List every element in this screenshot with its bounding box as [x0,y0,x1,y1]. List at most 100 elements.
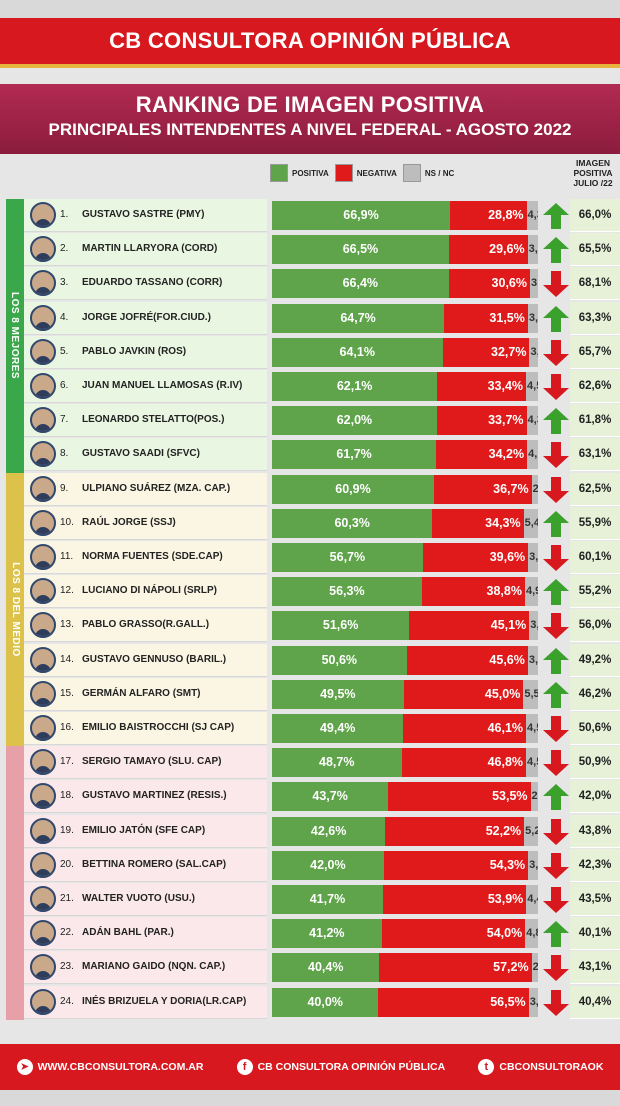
table-row: 16. EMILIO BAISTROCCHI (SJ CAP) 49,4% 46,1%… [24,712,620,746]
july-value: 63,3% [570,301,620,335]
rank-number: 6. [60,380,69,391]
name-cell: 13. PABLO GRASSO(R.GALL.) [24,609,267,643]
july-value: 46,2% [570,677,620,711]
bar-negative: 34,2% [436,440,528,470]
table-row: 1. GUSTAVO SASTRE (PMY) 66,9%28,8%4,3 66,0% [24,199,620,233]
july-value: 62,5% [570,472,620,506]
table-row: 19. EMILIO JATÓN (SFE CAP) 42,6% 52,2% 5,2 43… [24,814,620,849]
mayor-name: EMILIO JATÓN (SFE CAP) [82,824,206,836]
rank-number: 2. [60,243,69,255]
bar-nsnc: 4,8 [525,919,538,949]
rank-number: 14. [60,653,74,665]
rank-number: 10. [60,516,74,528]
arrow-up-icon [542,202,570,230]
bar-nsnc: 3,3 [529,611,538,641]
name-cell: 15. GERMÁN ALFARO (SMT) [24,677,267,711]
bar-negative: 32,7% [442,337,530,367]
group-label [6,746,24,1020]
bar-negative: 28,8% [449,201,527,230]
avatar [30,954,56,981]
bar-positive: 62,0% [272,406,437,436]
stacked-bar: 66,4%30,6%3,0 [272,269,538,299]
bar-positive: 41,7% [272,885,383,914]
july-value: 50,6% [570,712,620,745]
stacked-bar: 66,5%29,6%3,9 [272,235,538,265]
avatar [30,578,56,605]
arrow-up-icon [542,647,570,675]
table-row: 6. JUAN MANUEL LLAMOSAS (R.IV) 62,1% 33,4% 4… [24,370,620,404]
bar-positive: 40,4% [272,953,380,983]
mayor-name: PABLO GRASSO(R.GALL.) [82,619,210,631]
bar-negative: 52,2% [385,816,525,846]
legend-positive-label: POSITIVA [292,168,329,178]
bar-nsnc: 4,5 [526,748,538,778]
bar-negative: 45,6% [406,645,528,675]
name-cell: 3. EDUARDO TASSANO (CORR) [24,267,267,301]
name-cell: 23. MARIANO GAIDO (NQN. CAP.) [24,951,267,985]
chart-subtitle: PRINCIPALES INTENDENTES A NIVEL FEDERAL … [48,120,572,139]
bar-negative: 46,1% [403,714,527,743]
footer-web[interactable]: ➤ WWW.CBCONSULTORA.COM.AR [16,1059,203,1075]
avatar [30,612,56,639]
name-cell: 9. ULPIANO SUÁREZ (MZA. CAP.) [24,472,267,506]
arrow-down-icon [542,373,570,401]
bar-nsnc: 2,4 [531,953,538,983]
arrow-down-icon [542,954,570,982]
july-value: 43,1% [570,951,620,985]
july-value: 56,0% [570,609,620,643]
avatar [30,680,56,707]
bar-nsnc: 4,3 [526,406,538,436]
brand-bar: CB CONSULTORA OPINIÓN PÚBLICA [0,18,620,64]
mayor-name: GUSTAVO GENNUSO (BARIL.) [82,653,227,665]
stacked-bar: 42,6% 52,2% 5,2 [272,816,538,846]
bar-positive: 66,4% [272,269,449,299]
july-value: 60,1% [570,541,620,574]
name-cell: 17. SERGIO TAMAYO (SLU. CAP) [24,746,267,780]
avatar [30,817,56,844]
avatar [30,475,56,502]
name-cell: 2. MARTIN LLARYORA (CORD) [24,233,267,267]
bar-positive: 43,7% [272,782,389,812]
footer-twitter[interactable]: t CBCONSULTORAOK [478,1059,603,1075]
avatar [30,886,56,912]
name-cell: 5. PABLO JAVKIN (ROS) [24,335,267,369]
table-row: 17. SERGIO TAMAYO (SLU. CAP) 48,7% 46,8% 4, 5… [24,746,620,780]
rank-number: 7. [60,414,69,426]
bar-positive: 51,6% [272,611,410,641]
bar-positive: 42,0% [272,850,384,880]
bar-positive: 56,7% [272,543,423,572]
bar-positive: 66,9% [272,201,450,230]
legend-nsnc-swatch [402,164,421,182]
july-value: 40,4% [570,985,620,1019]
mayor-name: ULPIANO SUÁREZ (MZA. CAP.) [82,482,231,494]
rank-number: 19. [60,824,74,836]
bar-nsnc: 3,5 [528,987,538,1017]
arrow-down-icon [542,270,570,298]
legend-negative-swatch [334,164,353,182]
footer-facebook[interactable]: f CB CONSULTORA OPINIÓN PÚBLICA [236,1059,445,1075]
bar-negative: 38,8% [421,577,525,607]
legend: POSITIVA NEGATIVA NS / NC [270,162,460,184]
bar-nsnc: 4,4 [526,885,538,914]
bar-positive: 50,6% [272,645,407,675]
name-cell: 18. GUSTAVO MARTINEZ (RESIS.) [24,780,267,814]
stacked-bar: 61,7%34,2%4,1 [272,440,538,470]
rank-number: 5. [60,345,69,357]
july-header-line-2: POSITIVA [573,168,613,178]
arrow-down-icon [542,441,570,469]
arrow-up-icon [542,305,570,333]
bar-negative: 53,9% [382,885,527,914]
gold-divider [0,64,620,68]
rank-number: 18. [60,790,74,802]
bar-nsnc: 5,5 [523,679,538,709]
july-value: 43,5% [570,883,620,916]
rank-number: 1. [60,209,69,220]
name-cell: 21. WALTER VUOTO (USU.) [24,883,267,916]
bar-negative: 45,1% [409,611,530,641]
bar-negative: 56,5% [378,987,529,1017]
rank-number: 9. [60,482,69,494]
name-cell: 16. EMILIO BAISTROCCHI (SJ CAP) [24,712,267,745]
table-row: 8. GUSTAVO SAADI (SFVC) 61,7%34,2%4,1 63,1% [24,438,620,472]
table-row: 12. LUCIANO DI NÁPOLI (SRLP) 56,3%38,8%4,9… [24,575,620,609]
stacked-bar: 56,3%38,8%4,9 [272,577,538,607]
